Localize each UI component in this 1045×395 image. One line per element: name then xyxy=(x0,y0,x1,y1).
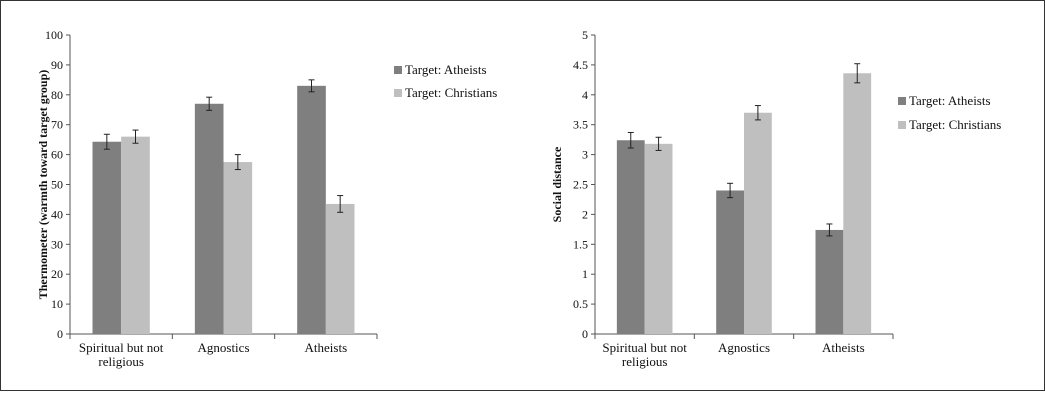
legend-label: Target: Christians xyxy=(405,85,497,100)
y-axis-label: Social distance xyxy=(550,146,564,222)
y-tick-label: 90 xyxy=(51,58,63,72)
bar xyxy=(223,162,253,334)
y-tick-label: 0 xyxy=(582,327,588,341)
y-tick-label: 30 xyxy=(51,237,63,251)
y-tick-label: 2 xyxy=(582,207,588,221)
bar xyxy=(616,140,645,334)
x-category-label: Agnostics xyxy=(198,340,250,355)
y-tick-label: 0.5 xyxy=(573,297,588,311)
x-category-label: religious xyxy=(98,354,144,369)
legend-swatch xyxy=(898,97,906,105)
legend-swatch xyxy=(394,89,402,97)
y-tick-label: 40 xyxy=(51,207,63,221)
bar xyxy=(325,203,355,334)
y-tick-label: 70 xyxy=(51,118,63,132)
y-tick-label: 10 xyxy=(51,297,63,311)
x-category-label: Atheists xyxy=(822,340,865,355)
y-tick-label: 1.5 xyxy=(573,237,588,251)
y-tick-label: 1 xyxy=(582,267,588,281)
legend-swatch xyxy=(394,66,402,74)
y-tick-label: 4 xyxy=(582,88,588,102)
y-tick-label: 60 xyxy=(51,148,63,162)
x-category-label: Atheists xyxy=(305,340,348,355)
y-tick-label: 4.5 xyxy=(573,58,588,72)
bar xyxy=(92,141,122,334)
y-tick-label: 3.5 xyxy=(573,118,588,132)
x-category-label: religious xyxy=(622,354,668,369)
x-category-label: Agnostics xyxy=(718,340,770,355)
chart-2: 0 0.5 1 1.5 2 2.5 3 3.5 4 4.5 5 Social distance Spir… xyxy=(550,28,1001,369)
y-tick-label: 100 xyxy=(45,28,63,42)
y-tick-label: 50 xyxy=(51,178,63,192)
y-tick-label: 5 xyxy=(582,28,588,42)
y-tick-label: 3 xyxy=(582,148,588,162)
legend-label: Target: Atheists xyxy=(909,93,991,108)
y-tick-label: 0 xyxy=(57,327,63,341)
bar xyxy=(297,85,326,334)
y-tick-label: 2.5 xyxy=(573,178,588,192)
bar xyxy=(815,229,844,334)
y-tick-label: 80 xyxy=(51,88,63,102)
bar xyxy=(644,143,673,334)
bar xyxy=(744,112,772,335)
bar xyxy=(194,103,224,335)
y-axis-label: Thermometer (warmth toward target group) xyxy=(36,70,50,300)
bar xyxy=(716,190,744,334)
legend-label: Target: Atheists xyxy=(405,62,487,77)
x-category-label: Spiritual but not xyxy=(79,340,164,355)
bar xyxy=(843,73,872,334)
y-tick-label: 20 xyxy=(51,267,63,281)
bar xyxy=(121,136,150,334)
chart-1: 0 10 20 30 40 50 60 70 80 90 100 Thermometer (warmt… xyxy=(36,28,497,369)
x-category-label: Spiritual but not xyxy=(602,340,687,355)
legend-label: Target: Christians xyxy=(909,117,1001,132)
legend-swatch xyxy=(898,121,906,129)
